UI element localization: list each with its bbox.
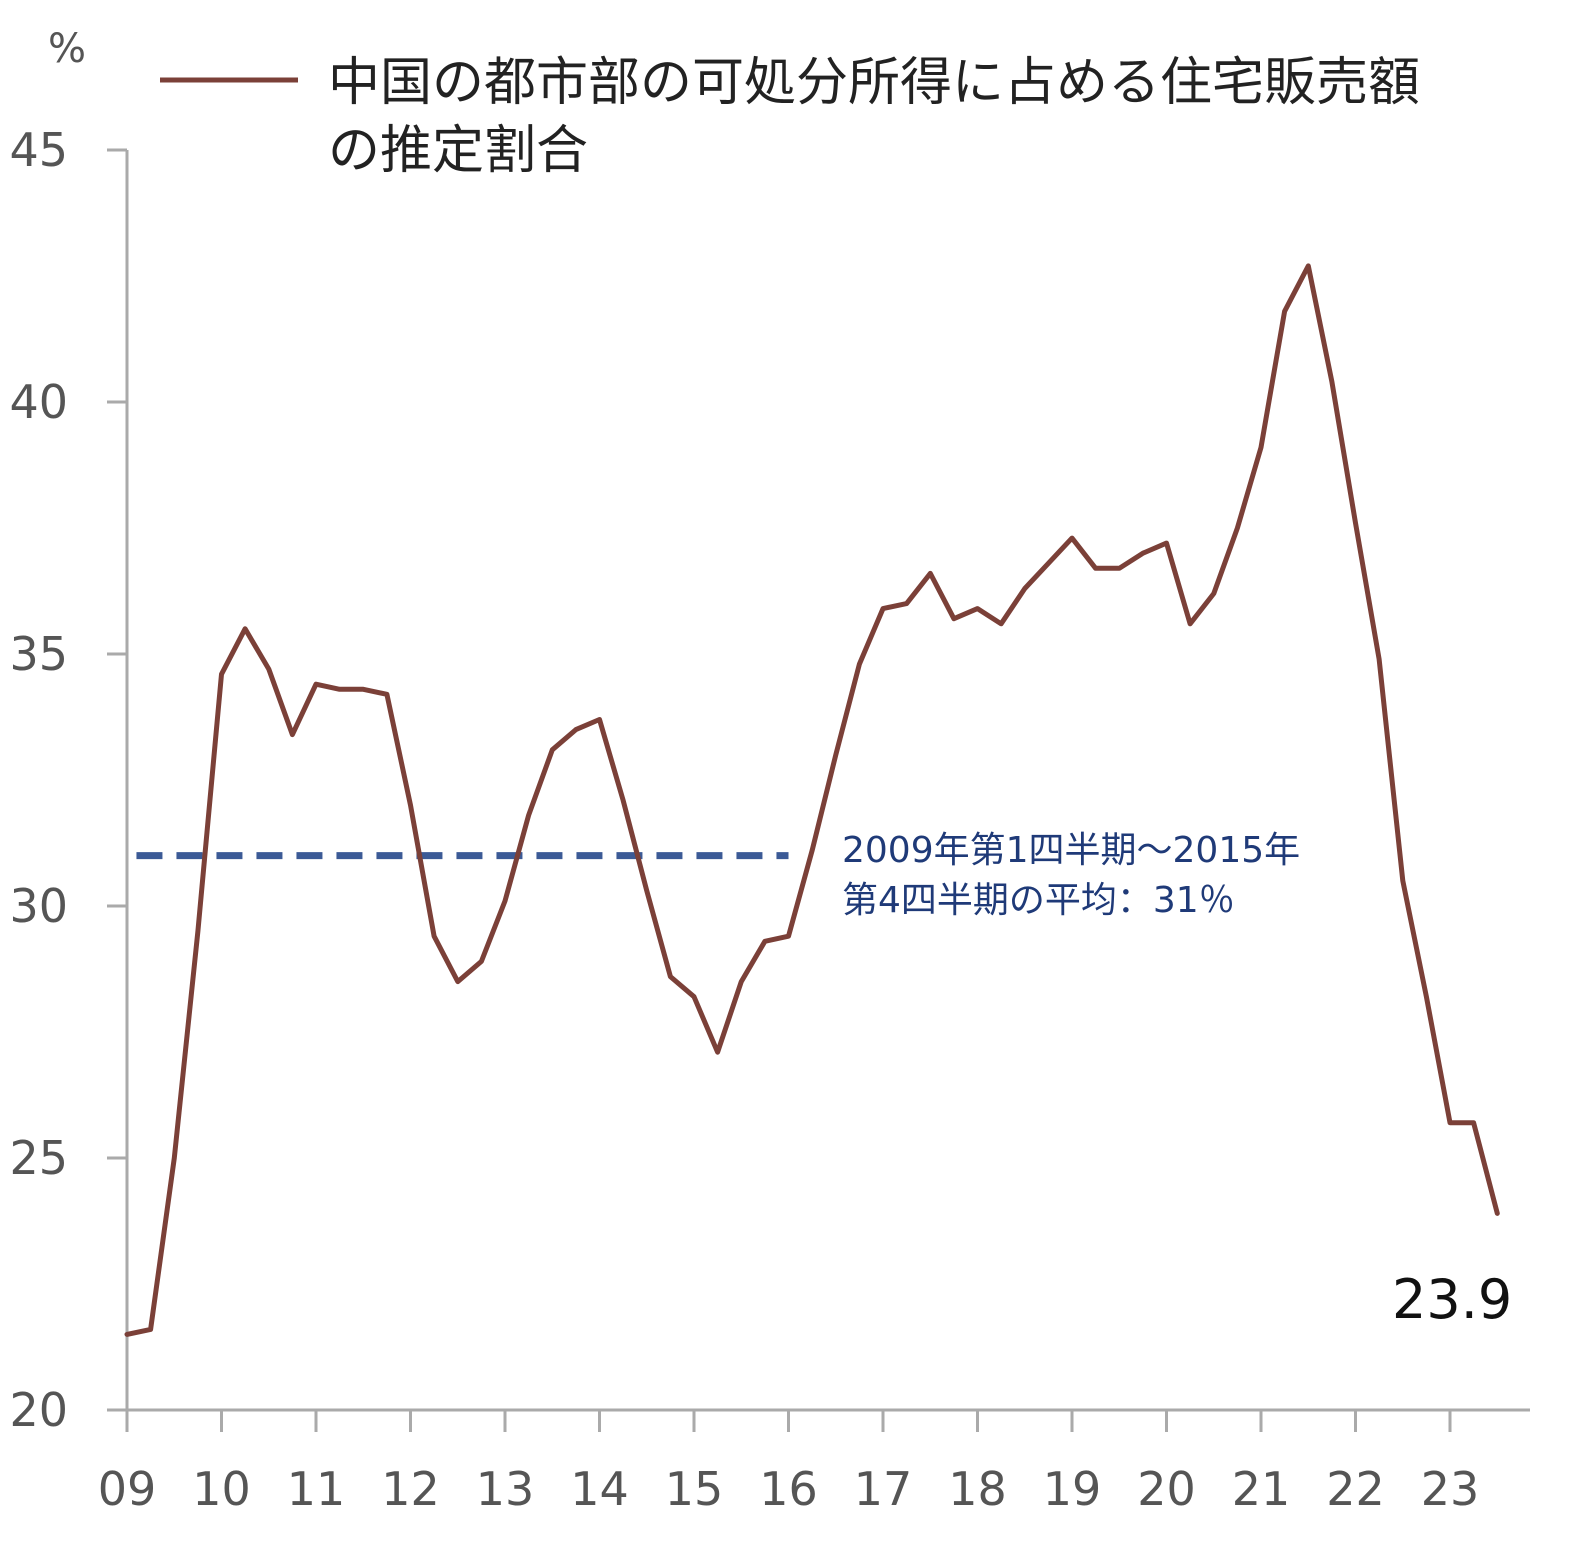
legend: 中国の都市部の可処分所得に占める住宅販売額 の推定割合 xyxy=(160,53,1420,181)
y-tick-label: 45 xyxy=(9,123,68,177)
average-label-line2: 第4四半期の平均：31％ xyxy=(842,880,1235,921)
x-tick-label: 21 xyxy=(1232,1462,1291,1516)
x-tick-label: 12 xyxy=(381,1462,440,1516)
last-value-label: 23.9 xyxy=(1392,1268,1512,1331)
x-axis: 09 10 11 12 13 14 15 16 17 18 19 20 21 22 23 xyxy=(98,1408,1530,1516)
y-axis: 20 25 30 35 40 45 xyxy=(9,123,129,1437)
legend-label-line2: の推定割合 xyxy=(328,121,588,181)
x-tick-label: 09 xyxy=(98,1462,157,1516)
series-line xyxy=(124,263,1500,1337)
x-tick-label: 23 xyxy=(1421,1462,1480,1516)
y-tick-label: 25 xyxy=(9,1131,68,1185)
x-tick-label: 22 xyxy=(1326,1462,1385,1516)
y-unit-label: % xyxy=(48,26,86,72)
y-tick-label: 30 xyxy=(9,879,68,933)
x-tick-label: 10 xyxy=(192,1462,251,1516)
x-tick-label: 15 xyxy=(665,1462,724,1516)
series-group xyxy=(124,263,1500,1337)
y-tick-label: 35 xyxy=(9,627,68,681)
x-tick-label: 17 xyxy=(854,1462,913,1516)
x-tick-label: 20 xyxy=(1137,1462,1196,1516)
x-tick-label: 11 xyxy=(287,1462,346,1516)
legend-label-line1: 中国の都市部の可処分所得に占める住宅販売額 xyxy=(328,53,1420,113)
x-tick-label: 14 xyxy=(570,1462,629,1516)
x-tick-label: 16 xyxy=(759,1462,818,1516)
y-tick-label: 20 xyxy=(9,1383,68,1437)
x-tick-label: 13 xyxy=(476,1462,535,1516)
x-tick-label: 18 xyxy=(948,1462,1007,1516)
average-annotation: 2009年第1四半期～2015年 第4四半期の平均：31％ xyxy=(842,830,1300,921)
x-tick-label: 19 xyxy=(1043,1462,1102,1516)
average-label-line1: 2009年第1四半期～2015年 xyxy=(842,830,1300,871)
y-tick-label: 40 xyxy=(9,375,68,429)
